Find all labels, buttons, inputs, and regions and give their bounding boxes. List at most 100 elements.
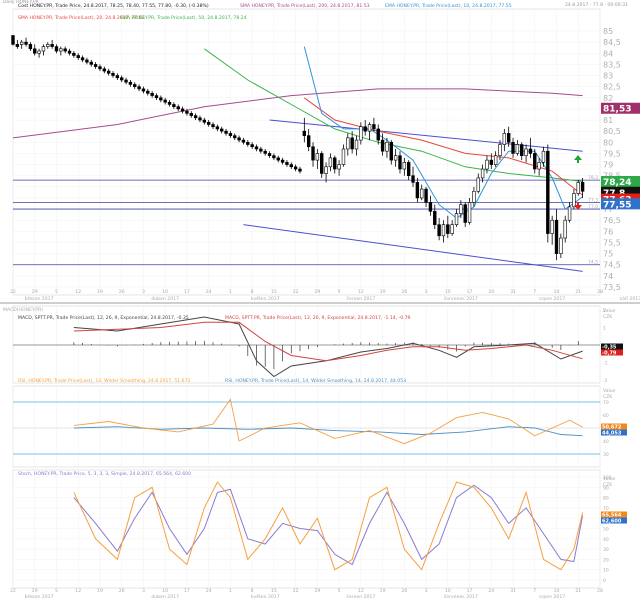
candle-body [380, 139, 385, 152]
candle-body [424, 188, 428, 203]
sma50-line [204, 48, 583, 182]
candle-body [254, 146, 259, 150]
candle-body [372, 124, 376, 130]
candle-body [550, 219, 554, 234]
candle-body [220, 128, 224, 132]
candle-body [285, 162, 289, 165]
candle-body [159, 97, 163, 101]
candle-body [172, 104, 176, 107]
x-tick-label: 5 [55, 289, 58, 295]
bottom-x-tick-label: 21 [575, 588, 581, 594]
candle-body [420, 188, 424, 199]
rsi-legend-entry: RSI, HONEY.PR, Trade Price(Last), 14, Wi… [225, 378, 406, 384]
candle-body [333, 157, 337, 170]
stoch-tick-label: 80 [603, 496, 609, 502]
candle-body [15, 44, 20, 47]
macd-line [73, 316, 583, 378]
bottom-x-tick-label: 22 [10, 588, 16, 594]
level-label: 78,3 [588, 175, 598, 181]
top-right-note: 24.8.2017 · 77.8 · 09:00:31 [565, 2, 628, 8]
bottom-x-tick-label: 1 [229, 588, 232, 594]
candle-body [241, 139, 246, 143]
panel-frame-1 [12, 305, 601, 384]
stoch-tick-label: 90 [603, 485, 609, 491]
candle-body [528, 148, 533, 154]
candle-body [467, 202, 472, 223]
stoch-d-line [73, 484, 584, 566]
bottom-month-label: květen 2017 [251, 593, 280, 600]
candle-body [11, 35, 15, 45]
bottom-month-label: srpen 2017 [539, 594, 565, 600]
bottom-x-tick-label: 10 [445, 588, 451, 594]
x-tick-label: 19 [97, 289, 103, 295]
candle-body [359, 126, 363, 141]
candle-body [246, 142, 250, 145]
candle-body [50, 44, 54, 47]
candle-body [115, 75, 120, 79]
macd-axis-label: Value [603, 308, 616, 314]
candle-body [576, 182, 580, 194]
price-tick-label: 83 [603, 72, 613, 81]
x-tick-label: 29 [314, 289, 320, 295]
price-tag [601, 102, 640, 114]
candle-body [454, 213, 459, 225]
price-tick-label: 79,5 [603, 149, 621, 158]
bottom-x-tick-label: 12 [75, 588, 81, 594]
candle-body [215, 126, 220, 130]
candle-body [533, 153, 537, 170]
rsi-tick-label: 30 [603, 452, 609, 458]
stoch-tick-label: 30 [603, 547, 609, 553]
price-tick-label: 81 [603, 116, 613, 125]
candle-body [98, 66, 102, 70]
bottom-x-tick-label: 15 [271, 588, 277, 594]
rsi-secondary-line [73, 426, 583, 437]
price-tag-label: 78,24 [603, 178, 631, 188]
x-tick-label: 24 [206, 289, 212, 295]
x-tick-label: 10 [162, 289, 168, 295]
price-tick-label: 79 [603, 161, 613, 170]
price-tick-label: 82 [603, 94, 613, 103]
bottom-x-tick-label: 26 [401, 588, 407, 594]
candle-body [150, 93, 154, 96]
bottom-x-tick-label: 24 [206, 588, 212, 594]
price-tag-label: 81,53 [603, 105, 631, 115]
candle-body [428, 202, 433, 212]
sma200-line [12, 88, 583, 139]
x-tick-label: 5 [338, 289, 341, 295]
stoch-tag-label: 62,600 [602, 519, 622, 525]
candle-body [320, 153, 324, 174]
candle-body [67, 50, 72, 54]
x-month-label: srpen 2017 [539, 296, 565, 302]
bottom-x-tick-label: 7 [533, 588, 536, 594]
x-tick-label: 3 [425, 289, 428, 295]
candle-body [93, 64, 98, 67]
x-tick-label: 3 [142, 289, 145, 295]
candle-body [224, 130, 228, 134]
candle-body [398, 155, 402, 170]
bottom-x-tick-label: 26 [119, 588, 125, 594]
price-tick-label: 75 [603, 250, 613, 259]
bottom-month-label: březen 2017 [25, 593, 54, 600]
x-tick-label: 22 [293, 289, 299, 295]
rsi-tick-label: 70 [603, 400, 609, 406]
price-tick-label: 83,5 [603, 60, 621, 69]
level-label: 77,0 [588, 204, 598, 210]
candle-body [206, 121, 211, 125]
candle-body [463, 204, 467, 223]
macd-legend-entry: MACD, SPTT.PR, Trade Price(Last), 12, 26… [225, 315, 411, 321]
macd-tag-label: -0,35 [602, 345, 617, 351]
candle-body [141, 88, 146, 92]
x-tick-label: 26 [401, 289, 407, 295]
stoch-tick-label: 40 [603, 537, 609, 543]
candle-body [298, 168, 302, 172]
candle-body [89, 61, 93, 65]
candle-body [24, 41, 28, 45]
x-tick-label: 28 [597, 289, 603, 295]
arrow-down-icon [574, 202, 582, 210]
x-tick-label: 19 [380, 289, 386, 295]
main-legend-entry: SMA HONEY.PR, Trade Price(Last), 50, 24.… [120, 15, 247, 21]
candle-body [111, 72, 115, 76]
x-month-label: červen 2017 [346, 295, 375, 302]
candle-body [272, 155, 276, 159]
